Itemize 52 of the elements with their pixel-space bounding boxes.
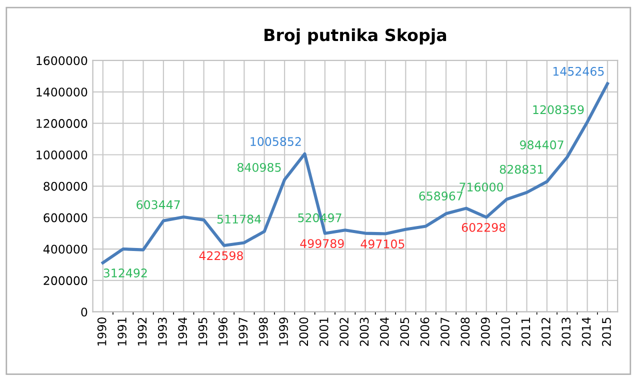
y-tick-label: 800000	[44, 182, 88, 191]
x-tick-label: 1992	[138, 318, 147, 346]
x-tick-label: 2012	[541, 318, 550, 346]
x-tick-label: 2013	[562, 318, 571, 346]
x-tick-label: 2011	[521, 318, 530, 346]
data-label: 602298	[462, 222, 506, 232]
x-tick-label: 1997	[238, 318, 248, 346]
x-tick-label: 2006	[420, 317, 430, 346]
data-label: 499789	[300, 239, 344, 248]
x-tick-label: 2015	[602, 318, 611, 346]
x-tick-label: 2003	[360, 318, 369, 346]
y-tick-label: 400000	[43, 244, 88, 254]
data-label: 1452465	[553, 66, 604, 76]
data-label: 422598	[199, 251, 243, 260]
y-tick-label: 0	[81, 308, 88, 317]
x-tick-label: 1996	[218, 317, 228, 346]
data-label: 603447	[136, 200, 180, 210]
chart-title: Broj putnika Skopja	[264, 28, 446, 45]
x-tick-label: 2001	[319, 318, 328, 346]
x-tick-label: 1994	[178, 317, 188, 346]
x-tick-label: 1999	[279, 318, 288, 346]
x-tick-label: 1993	[158, 318, 167, 346]
y-tick-label: 1600000	[36, 56, 88, 66]
x-tick-label: 1995	[198, 318, 208, 346]
data-label: 658967	[419, 192, 462, 200]
x-tick-label: 2002	[340, 318, 349, 346]
data-label: 984407	[520, 140, 564, 150]
x-tick-label: 2009	[480, 318, 490, 346]
x-tick-label: 1990	[97, 317, 106, 346]
data-label: 716000	[460, 182, 504, 192]
y-tick-label: 600000	[44, 213, 88, 222]
data-label: 828831	[500, 164, 544, 174]
data-label: 840985	[238, 162, 281, 172]
x-tick-label: 2008	[460, 318, 470, 346]
data-label: 1005852	[250, 137, 301, 146]
x-tick-label: 1998	[258, 318, 268, 346]
line-series	[101, 82, 610, 264]
x-tick-label: 1991	[118, 318, 126, 346]
data-label: 1208359	[533, 105, 584, 114]
y-tick-label: 200000	[44, 276, 88, 286]
y-tick-label: 1200000	[36, 119, 88, 128]
x-tick-label: 2010	[501, 317, 510, 346]
x-tick-label: 2004	[380, 317, 389, 346]
x-tick-label: 2007	[440, 318, 450, 346]
x-tick-label: 2014	[582, 317, 591, 346]
x-tick-label: 2000	[299, 317, 308, 346]
y-tick-label: 1400000	[36, 88, 88, 97]
data-label: 511784	[217, 214, 261, 224]
y-tick-label: 1000000	[36, 150, 88, 160]
data-label: 497105	[360, 240, 404, 248]
data-label: 312492	[104, 268, 147, 278]
x-tick-label: 2005	[400, 318, 410, 346]
